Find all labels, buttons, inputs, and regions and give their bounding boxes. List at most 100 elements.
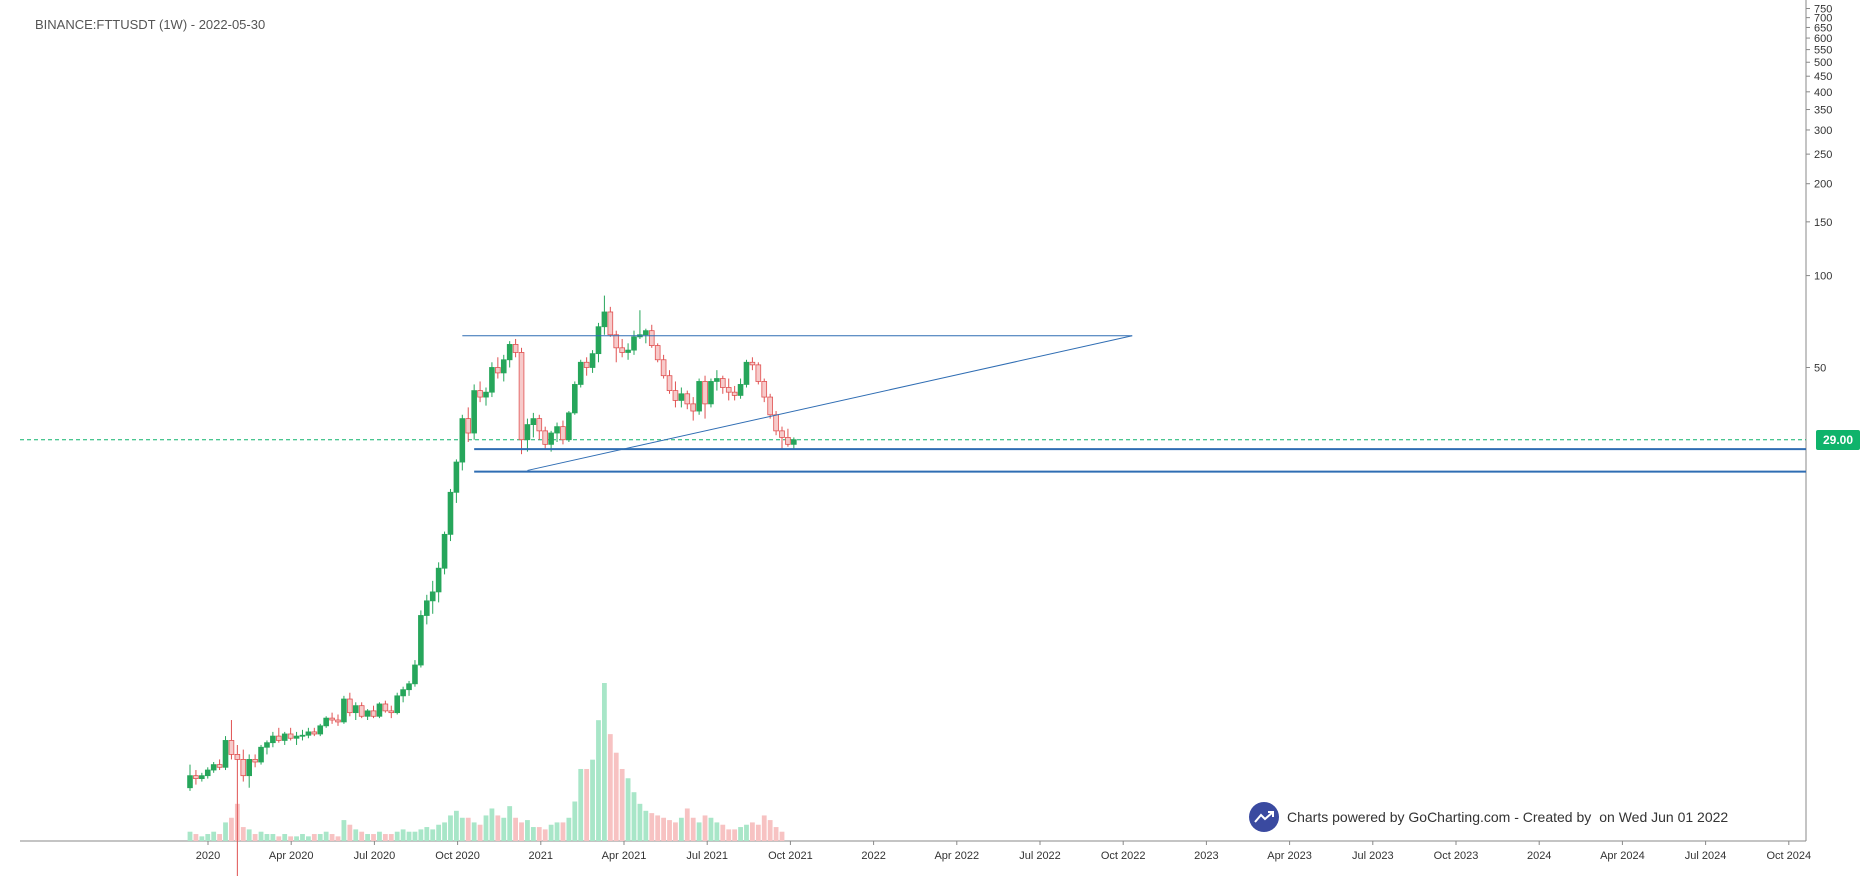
volume-bar — [530, 827, 536, 841]
volume-bar — [655, 815, 661, 841]
volume-bar — [264, 834, 270, 841]
volume-bar — [631, 792, 637, 841]
volume-bar — [779, 831, 785, 841]
volume-bar — [317, 834, 323, 841]
candle-body — [672, 390, 679, 401]
candle-body — [613, 334, 620, 349]
candle-body — [222, 740, 229, 768]
candle-body — [394, 695, 400, 714]
candle-body — [335, 719, 341, 723]
candle-body — [317, 725, 324, 735]
volume-bar — [465, 817, 471, 841]
volume-bar — [323, 831, 329, 841]
candle-body — [305, 731, 312, 736]
candle-body — [761, 381, 768, 398]
y-tick-label: 250 — [1814, 149, 1832, 161]
candle-body — [447, 491, 454, 535]
volume-bar — [732, 829, 738, 841]
candle-body — [654, 345, 661, 361]
candle-body — [595, 326, 602, 355]
candle-body — [500, 359, 507, 374]
candle-body — [542, 430, 548, 445]
watermark: Charts powered by GoCharting.com - Creat… — [1249, 802, 1728, 832]
candle-body — [554, 426, 560, 434]
volume-bar — [306, 836, 311, 841]
volume-bar — [495, 815, 501, 841]
candle-body — [708, 381, 714, 405]
x-tick-label: 2022 — [861, 850, 885, 862]
candle-body — [737, 384, 744, 396]
candle-body — [376, 703, 383, 717]
volume-bar — [430, 829, 436, 841]
candle-body — [477, 390, 483, 398]
volume-bar — [217, 834, 222, 841]
candle-body — [489, 367, 495, 393]
candle-body — [352, 705, 359, 714]
candle-body — [258, 746, 264, 763]
candle-body — [435, 567, 442, 593]
candle-body — [631, 336, 637, 351]
volume-bar — [371, 834, 376, 841]
volume-bar — [566, 817, 572, 841]
x-tick-label: Apr 2021 — [602, 850, 647, 862]
candle-body — [299, 734, 306, 737]
candle-body — [560, 426, 566, 441]
candle-body — [678, 393, 685, 401]
volume-bar — [382, 834, 388, 841]
candle-body — [548, 432, 554, 445]
candle-body — [495, 367, 501, 374]
candle-body — [725, 387, 732, 393]
volume-bar — [388, 834, 394, 841]
x-tick-label: Jul 2021 — [686, 850, 728, 862]
volume-bar — [501, 817, 507, 841]
volume-bar — [329, 834, 335, 841]
x-tick-label: Apr 2023 — [1267, 850, 1312, 862]
candle-body — [358, 705, 365, 717]
volume-bar — [690, 817, 696, 841]
y-tick-label: 450 — [1814, 71, 1832, 83]
volume-bar — [637, 803, 643, 841]
y-tick-label: 200 — [1814, 179, 1832, 191]
candle-body — [483, 391, 489, 398]
volume-bar — [673, 822, 678, 841]
candle-body — [246, 759, 253, 777]
volume-bar — [590, 759, 595, 841]
volume-bar — [442, 822, 447, 841]
volume-bar — [424, 827, 430, 841]
volume-bar — [602, 683, 607, 841]
candle-body — [530, 418, 537, 425]
y-tick-label: 650 — [1814, 22, 1832, 34]
candle-body — [506, 344, 513, 361]
candle-body — [566, 412, 572, 441]
volume-bar — [205, 834, 211, 841]
candle-body — [364, 710, 371, 717]
volume-bar — [199, 836, 205, 841]
volume-bar — [578, 768, 584, 841]
x-tick-label: 2024 — [1527, 850, 1551, 862]
volume-bar — [436, 824, 442, 841]
candle-body — [453, 461, 460, 493]
candle-body — [429, 591, 436, 602]
volume-bar — [193, 834, 199, 841]
y-tick-label: 50 — [1814, 362, 1826, 374]
current-price-label: 29.00 — [1816, 429, 1860, 450]
x-tick-label: Apr 2022 — [934, 850, 979, 862]
volume-bar — [667, 820, 672, 841]
x-tick-label: 2021 — [529, 850, 553, 862]
candle-body — [749, 361, 756, 366]
candle-body — [743, 361, 750, 385]
volume-bar — [767, 820, 773, 841]
volume-bar — [240, 827, 246, 841]
volume-bar — [353, 829, 359, 841]
candle-body — [755, 364, 762, 382]
candle-body — [323, 717, 329, 727]
candle-body — [234, 754, 241, 760]
y-tick-label: 400 — [1814, 87, 1832, 99]
candle-body — [199, 775, 205, 779]
volume-bar — [625, 778, 631, 841]
candle-body — [512, 344, 519, 353]
y-tick-label: 700 — [1814, 13, 1832, 25]
candle-body — [714, 378, 720, 382]
x-tick-label: Oct 2022 — [1101, 850, 1146, 862]
